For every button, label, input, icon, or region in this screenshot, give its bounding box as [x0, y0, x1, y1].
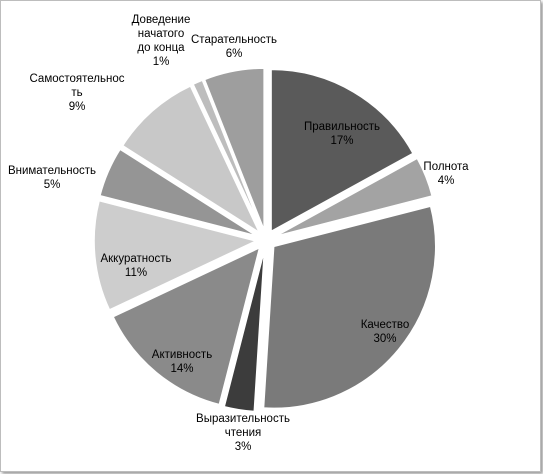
pie-slice — [112, 246, 261, 406]
slice-percent: 9% — [69, 101, 86, 113]
slice-label: Аккуратность 11% — [100, 253, 171, 279]
slice-name: Старательность — [191, 34, 277, 46]
slice-name: чтения — [225, 427, 262, 439]
pie-slice — [274, 157, 434, 238]
slice-label: Доведение начатого до конца 1% — [132, 14, 191, 68]
slice-percent: 4% — [438, 175, 455, 187]
slice-percent: 30% — [373, 333, 396, 345]
slice-label: Полнота 4% — [423, 161, 469, 187]
slice-label: Внимательность 5% — [8, 165, 96, 191]
slice-label: Самостоятельнос ть 9% — [30, 73, 125, 113]
slice-label: Старательность 6% — [191, 34, 277, 60]
slice-percent: 3% — [235, 441, 252, 453]
pie-slice — [93, 199, 259, 311]
pie-slice — [98, 148, 258, 237]
slice-label: Активность 14% — [152, 349, 212, 375]
slice-name: до конца — [137, 42, 185, 54]
slice-percent: 11% — [125, 267, 147, 279]
pie-slice — [223, 249, 266, 413]
slice-name: Выразительность — [196, 413, 290, 425]
slice-label: Выразительность чтения 3% — [196, 413, 290, 453]
pie-slice — [121, 84, 262, 235]
slice-name: Внимательность — [8, 165, 96, 177]
slice-percent: 17% — [330, 135, 353, 147]
slice-name: Качество — [361, 319, 410, 331]
pie-slice — [262, 205, 437, 410]
slice-name: Аккуратность — [100, 253, 171, 265]
slice-name: Доведение — [132, 14, 191, 26]
pie-slice — [270, 68, 415, 233]
slice-percent: 14% — [170, 363, 193, 375]
slice-name: начатого — [138, 28, 185, 40]
slice-percent: 6% — [226, 48, 243, 60]
slice-percent: 5% — [44, 179, 61, 191]
slice-name: ть — [71, 87, 82, 99]
slice-name: Самостоятельнос — [30, 73, 125, 85]
slice-name: Активность — [152, 349, 212, 361]
slice-name: Правильность — [304, 121, 380, 133]
pie-slice — [192, 79, 263, 232]
slice-name: Полнота — [423, 161, 469, 173]
pie-slice — [203, 67, 265, 231]
slice-label: Качество 30% — [361, 319, 410, 345]
slice-label: Правильность 17% — [304, 121, 380, 147]
slice-percent: 1% — [153, 56, 170, 68]
